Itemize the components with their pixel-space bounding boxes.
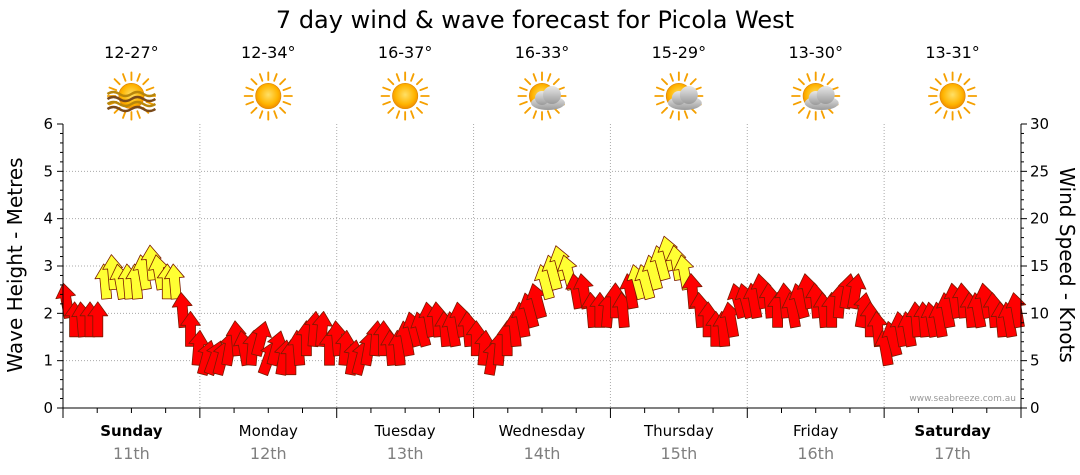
y-tick-label: 1 <box>43 352 53 370</box>
axes: 0 1 2 3 4 5 6 0 5 10 15 20 25 30 <box>43 115 1049 418</box>
day-name-label: Saturday <box>914 422 991 440</box>
temperature-range: 16-33° <box>515 43 570 62</box>
y2-tick-label: 20 <box>1030 210 1049 228</box>
y2-tick-label: 0 <box>1030 399 1040 417</box>
day-name-label: Friday <box>793 422 839 440</box>
plot-area: 0 1 2 3 4 5 6 0 5 10 15 20 25 30 <box>43 115 1049 418</box>
wind-arrow <box>164 263 185 300</box>
temperature-range: 12-27° <box>104 43 159 62</box>
day-date-label: 11th <box>113 444 150 463</box>
sun-cloud-icon <box>517 71 567 121</box>
temperature-range: 13-31° <box>925 43 980 62</box>
day-name-label: Wednesday <box>499 422 586 440</box>
y-tick-label: 3 <box>43 257 53 275</box>
day-labels: Sunday 11th Monday 12th Tuesday 13th Wednesday… <box>100 422 991 463</box>
y2-tick-label: 5 <box>1030 352 1040 370</box>
credit-text: www.seabreeze.com.au <box>909 394 1016 404</box>
day-date-label: 15th <box>660 444 697 463</box>
wind-arrow <box>251 321 272 357</box>
wind-arrows <box>55 235 1027 376</box>
temperature-range: 16-37° <box>378 43 433 62</box>
day-name-label: Sunday <box>100 422 163 440</box>
temperature-range: 12-34° <box>241 43 296 62</box>
day-name-label: Monday <box>239 422 298 440</box>
chart-title: 7 day wind & wave forecast for Picola We… <box>276 6 794 34</box>
sun-icon <box>243 71 293 121</box>
wind-arrow <box>312 310 333 348</box>
y2-tick-label: 30 <box>1030 115 1049 133</box>
temperature-range: 13-30° <box>788 43 843 62</box>
day-name-label: Thursday <box>643 422 714 440</box>
sun-waves-icon <box>106 71 157 121</box>
y2-tick-label: 10 <box>1030 304 1049 322</box>
sun-icon <box>380 71 430 121</box>
sun-icon <box>928 71 978 121</box>
y-tick-label: 2 <box>43 304 53 322</box>
day-date-label: 16th <box>797 444 834 463</box>
wind-arrow <box>845 273 867 310</box>
y-tick-label: 0 <box>43 399 53 417</box>
day-forecast-header: 12-27° 12-34° 16-37° 16-33° 15-29° 13-30° 13-3… <box>104 43 980 121</box>
temperature-range: 15-29° <box>652 43 707 62</box>
y2-axis-label: Wind Speed - Knots <box>1055 167 1079 363</box>
sun-cloud-icon <box>654 71 704 121</box>
y-tick-label: 4 <box>43 210 53 228</box>
wind-arrow <box>87 301 109 338</box>
y-tick-label: 5 <box>43 162 53 180</box>
day-date-label: 13th <box>387 444 424 463</box>
y-tick-label: 6 <box>43 115 53 133</box>
day-date-label: 17th <box>934 444 971 463</box>
y2-tick-label: 25 <box>1030 162 1049 180</box>
y-axis-label: Wave Height - Metres <box>3 157 27 372</box>
day-date-label: 12th <box>250 444 287 463</box>
day-name-label: Tuesday <box>374 422 436 440</box>
day-date-label: 14th <box>524 444 561 463</box>
y2-tick-label: 15 <box>1030 257 1049 275</box>
sun-cloud-icon <box>791 71 841 121</box>
